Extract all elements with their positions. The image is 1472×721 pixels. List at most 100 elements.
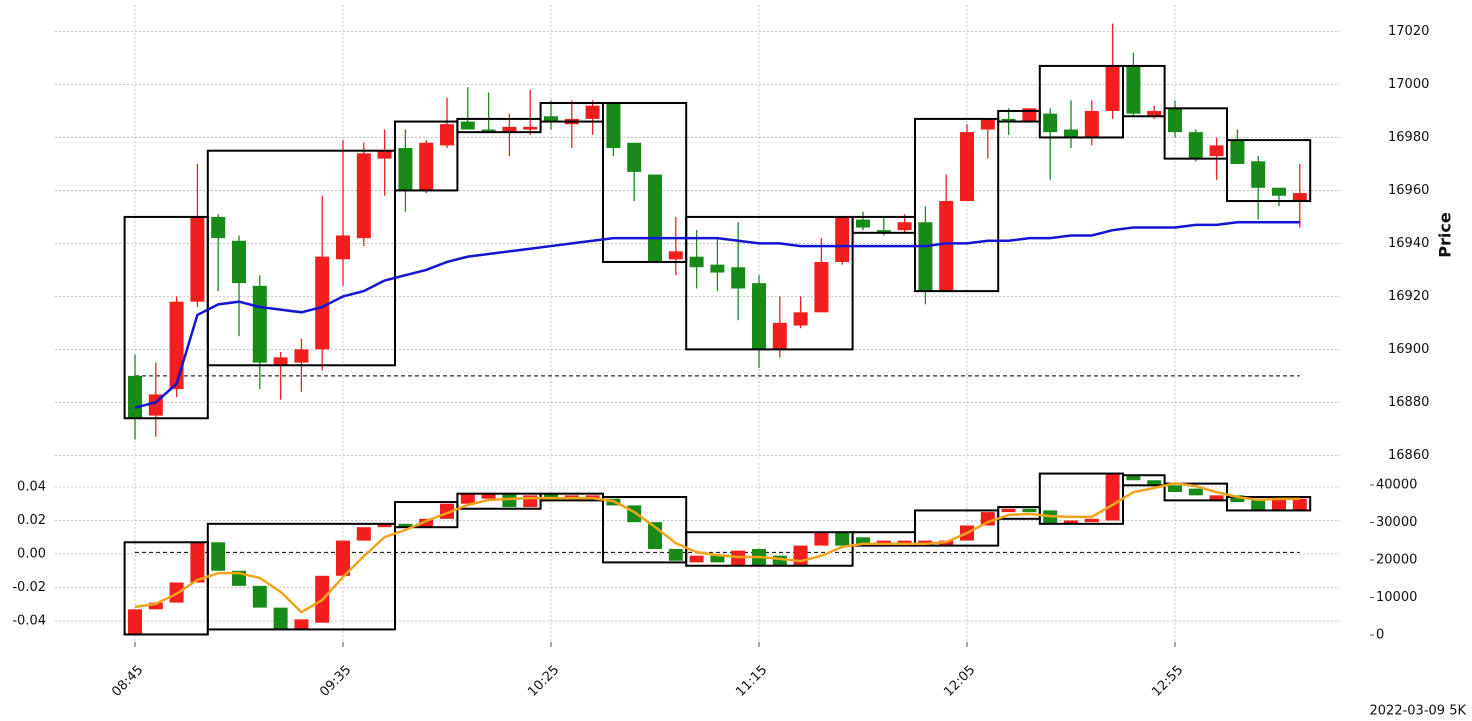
y-tick-label: 16980 <box>1388 130 1429 145</box>
candle-body <box>856 537 870 546</box>
candle-body <box>1043 113 1058 133</box>
y-tick-label: 0.00 <box>17 547 46 562</box>
candle-body <box>731 267 746 289</box>
candle-body <box>1188 132 1203 159</box>
candle-body <box>710 264 725 273</box>
candle-body <box>440 124 454 146</box>
candle-body <box>627 505 642 523</box>
candle-body <box>835 216 850 262</box>
candle-body <box>1147 480 1162 486</box>
candle-body <box>1001 508 1016 513</box>
candle-body <box>1292 498 1307 511</box>
candle-body <box>481 129 496 133</box>
candle-body <box>793 312 808 326</box>
candle-body <box>1230 495 1245 503</box>
candle-body <box>190 216 205 302</box>
candle-body <box>128 375 142 419</box>
candle-body <box>273 607 288 630</box>
candle-body <box>398 148 413 191</box>
candle-body <box>814 261 829 313</box>
x-tick-label: 09:35 <box>317 663 354 700</box>
candle-body <box>939 201 954 292</box>
candle-body <box>460 121 475 130</box>
candle-body <box>1084 518 1099 523</box>
candle-body <box>752 283 766 350</box>
candle-body <box>1147 110 1162 117</box>
candle-body <box>252 585 267 608</box>
x-tick-label: 08:45 <box>109 663 146 700</box>
y2-tick-label: 0 <box>1376 627 1384 642</box>
candle-body <box>273 357 288 366</box>
candle-body <box>1251 498 1266 511</box>
y-tick-label: 16900 <box>1388 342 1429 357</box>
candle-body <box>648 174 662 262</box>
candle-body <box>356 153 371 239</box>
range-box <box>914 117 1000 293</box>
candle-body <box>856 219 870 228</box>
range-box <box>394 501 459 529</box>
candle-body <box>772 555 787 566</box>
candle-body <box>689 256 704 268</box>
candle-body <box>544 493 558 498</box>
range-box <box>394 120 459 192</box>
candle-body <box>793 545 808 566</box>
y2-tick-label: 10000 <box>1376 590 1417 605</box>
candle-body <box>315 256 330 350</box>
y-tick-label: 16960 <box>1388 183 1429 198</box>
candle-body <box>211 216 226 239</box>
candle-body <box>544 116 558 122</box>
candle-body <box>1292 193 1307 202</box>
range-box <box>685 215 854 351</box>
candle-body <box>1126 475 1141 481</box>
candle-body <box>1064 520 1078 524</box>
candle-body <box>897 222 912 231</box>
range-box <box>1226 496 1312 512</box>
candle-body <box>668 548 683 561</box>
candle-body <box>960 132 974 202</box>
candle-body <box>356 527 371 541</box>
candle-body <box>1188 488 1203 496</box>
candle-body <box>835 532 850 546</box>
candle-body <box>1209 495 1224 501</box>
range-box <box>206 149 396 367</box>
candle-body <box>336 235 350 260</box>
candle-body <box>481 493 496 499</box>
candle-body <box>668 251 683 260</box>
y2-tick-label: 40000 <box>1376 478 1417 493</box>
candle-body <box>1022 508 1037 513</box>
candle-body <box>336 540 350 576</box>
candle-body <box>606 103 621 149</box>
candle-body <box>502 493 517 508</box>
y-tick-label: 16940 <box>1388 236 1429 251</box>
candle-body <box>252 285 267 363</box>
y-tick-label: 16920 <box>1388 289 1429 304</box>
candle-body <box>772 322 787 350</box>
candle-body <box>876 230 891 233</box>
candle-body <box>1230 140 1245 164</box>
range-box <box>456 117 542 134</box>
candle-body <box>148 602 163 610</box>
candle-body <box>1209 145 1224 156</box>
candle-body <box>1105 65 1120 111</box>
caption: 2022-03-09 5K <box>1370 704 1467 719</box>
x-tick-label: 10:25 <box>525 663 562 700</box>
candle-body <box>190 542 205 583</box>
candle-body <box>585 105 600 119</box>
candle-body <box>1105 473 1120 521</box>
candle-body <box>377 150 392 159</box>
candle-body <box>627 142 642 172</box>
candle-body <box>128 609 142 635</box>
range-box <box>1226 139 1312 203</box>
candle-body <box>980 118 995 130</box>
y-tick-label: 16860 <box>1388 448 1429 463</box>
range-box <box>1163 482 1228 502</box>
x-tick-label: 11:15 <box>733 663 770 700</box>
candle-body <box>232 240 246 284</box>
candle-body <box>1064 129 1078 138</box>
candle-body <box>1126 65 1141 114</box>
candle-body <box>502 126 517 133</box>
candle-body <box>1001 118 1016 122</box>
line-series <box>134 481 1300 614</box>
candle-body <box>169 301 184 390</box>
